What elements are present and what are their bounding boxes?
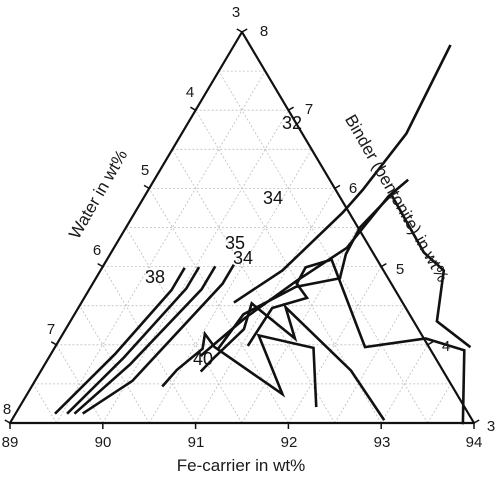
contour-line [161, 330, 318, 408]
grid-line [56, 70, 266, 424]
water-tick [143, 184, 150, 190]
grid-line [79, 305, 150, 424]
contour-line [81, 264, 235, 415]
fe-tick-label: 93 [374, 434, 391, 451]
ternary-triangle [8, 30, 476, 425]
contour-label: 35 [225, 233, 245, 253]
water-tick-label: 6 [93, 242, 101, 259]
contour-label: 38 [145, 267, 165, 287]
grid-line [56, 344, 104, 424]
binder-tick [427, 341, 434, 346]
fe-tick-label: 91 [188, 434, 205, 451]
contour-label: 34 [263, 188, 283, 208]
binder-tick-label: 7 [305, 101, 313, 118]
binder-tick [334, 184, 341, 190]
fe-carrier-tick-labels: 89 90 91 92 93 94 [2, 434, 483, 451]
grid-line [334, 305, 405, 424]
fe-tick-label: 92 [281, 434, 298, 451]
water-tick [50, 341, 57, 346]
binder-axis-title: Binder (bentonite) in wt% [341, 111, 452, 285]
water-tick-label: 8 [3, 401, 11, 418]
binder-tick [288, 106, 294, 111]
binder-tick-label: 4 [442, 338, 450, 355]
contour-label: 32 [282, 113, 302, 133]
grid-line [218, 70, 428, 424]
binder-tick [473, 419, 480, 424]
contour-line [66, 266, 201, 415]
binder-tick-label: 3 [487, 418, 495, 435]
water-tick-label: 3 [232, 4, 240, 21]
fe-tick-label: 90 [95, 434, 112, 451]
contour-line [216, 192, 472, 350]
grid-line [148, 149, 312, 424]
water-tick-label: 5 [141, 162, 149, 179]
binder-tick-label: 6 [349, 180, 357, 197]
binder-tick-labels: 3 4 5 6 7 8 [260, 23, 495, 435]
contour-line [73, 265, 217, 415]
grid-line [427, 383, 452, 424]
contour-value-labels: 32 34 35 34 38 40 [145, 113, 302, 369]
binder-tick [380, 262, 387, 268]
fe-carrier-axis-title: Fe-carrier in wt% [177, 456, 305, 475]
contour-line [54, 267, 186, 415]
contour-label: 40 [193, 349, 213, 369]
water-axis-title: Water in wt% [65, 146, 131, 242]
water-tick [97, 262, 104, 268]
fe-tick-label: 89 [2, 434, 19, 451]
contour-line [233, 44, 452, 304]
contour-line [246, 258, 466, 425]
grid-line [380, 344, 428, 424]
water-tick-label: 4 [186, 84, 194, 101]
fe-tick-label: 94 [466, 434, 483, 451]
binder-tick-label: 8 [260, 23, 268, 40]
contour-lines [54, 44, 472, 425]
contour-line [199, 301, 386, 421]
grid-line [32, 383, 57, 424]
binder-tick [241, 28, 248, 33]
water-tick-label: 7 [47, 321, 55, 338]
binder-tick-label: 5 [396, 261, 404, 278]
water-tick [4, 419, 11, 424]
water-tick [236, 28, 243, 33]
tick-marks [4, 28, 480, 429]
contour-label: 34 [233, 248, 253, 268]
water-tick [190, 106, 196, 111]
water-tick-labels: 3 4 5 6 7 8 [3, 4, 240, 418]
grid-line [172, 149, 336, 424]
grid-line [241, 227, 359, 424]
